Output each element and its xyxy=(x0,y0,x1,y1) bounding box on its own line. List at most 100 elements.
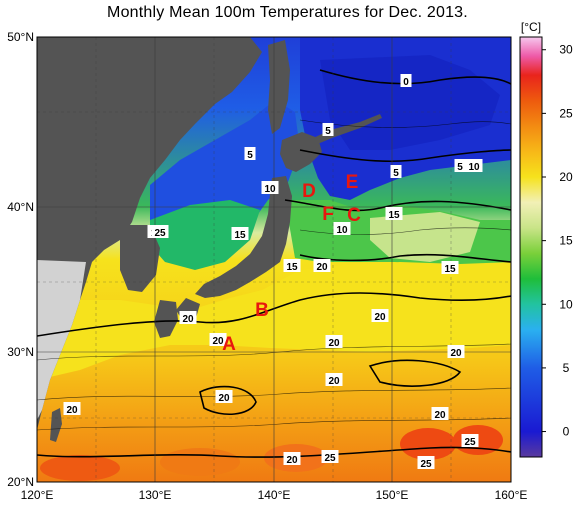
isotherm-label-box xyxy=(431,407,449,420)
isotherm-label-box xyxy=(322,123,334,136)
isotherm-label: 20 xyxy=(328,376,340,387)
isotherm-label: 10 xyxy=(264,184,276,195)
isotherm-label-box xyxy=(465,159,483,172)
kuril-islands xyxy=(305,114,382,148)
isotherm-label: 0 xyxy=(403,77,409,88)
honshu xyxy=(195,176,292,298)
isotherm-label-box xyxy=(261,181,279,194)
colorbar-tick-label: 30 xyxy=(559,43,573,57)
isotherm-label: 25 xyxy=(420,459,432,470)
lon-tick-label: 160°E xyxy=(495,488,528,502)
isotherm-label-box xyxy=(179,311,197,324)
hokkaido xyxy=(280,132,322,172)
isotherm-label: 5 xyxy=(393,168,399,179)
sea-of-japan-warm xyxy=(150,200,260,270)
hot-patch xyxy=(400,428,456,460)
isotherm-label-box xyxy=(321,450,339,463)
isotherm-label: 20 xyxy=(212,336,224,347)
colorbar-tick-label: 15 xyxy=(559,234,573,248)
korean-peninsula xyxy=(120,225,160,292)
isotherm-10 xyxy=(284,199,511,212)
isotherm-label-box xyxy=(325,335,343,348)
region-label-e: E xyxy=(346,172,359,193)
lon-tick-label: 140°E xyxy=(258,488,291,502)
isotherm-label: 20 xyxy=(316,262,328,273)
taiwan xyxy=(50,408,62,442)
isotherm-label: 10 xyxy=(468,162,480,173)
isotherm-label-box xyxy=(390,165,402,178)
colorbar-tick-label: 10 xyxy=(559,297,573,311)
yellow-sea-shelf xyxy=(37,260,86,420)
lat-tick-label: 20°N xyxy=(7,475,34,489)
isotherm-label-box xyxy=(209,333,227,346)
kyushu xyxy=(154,300,178,338)
isotherm-label-box xyxy=(333,222,351,235)
isotherm-label: 25 xyxy=(324,453,336,464)
warm-core-ring xyxy=(370,212,480,262)
isotherm-label-box xyxy=(371,309,389,322)
isotherm-label: 20 xyxy=(218,393,230,404)
lon-tick-label: 120°E xyxy=(21,488,54,502)
isotherm-label: 20 xyxy=(434,410,446,421)
asian-mainland xyxy=(37,37,262,430)
isotherm-label-box xyxy=(385,207,403,220)
sakhalin xyxy=(268,40,290,134)
isotherm-labels: 0555510101010151515152020202020202020202… xyxy=(63,74,483,470)
region-label-c: C xyxy=(347,205,361,226)
isotherm-label-box xyxy=(63,402,81,415)
isotherm-loop xyxy=(199,385,257,415)
isotherm-label: 20 xyxy=(182,314,194,325)
isotherm-label-box xyxy=(447,345,465,358)
isotherm-label: 20 xyxy=(450,348,462,359)
colorbar-tick-label: 5 xyxy=(563,361,570,375)
latitude-axis: 50°N 40°N 30°N 20°N xyxy=(7,30,34,489)
region-label-b: B xyxy=(255,300,269,321)
isotherm-label: 15 xyxy=(234,230,246,241)
isotherm-label: 15 xyxy=(286,262,298,273)
colorbar: [°C] 30 25 20 15 10 5 0 xyxy=(519,20,573,458)
colorbar-tick-label: 0 xyxy=(563,425,570,439)
region-label-d: D xyxy=(302,181,316,202)
isotherm-label-box xyxy=(244,147,256,160)
isotherm-label-box xyxy=(325,373,343,386)
isotherm-label-box xyxy=(441,261,459,274)
hot-patch xyxy=(160,448,240,476)
region-label-f: F xyxy=(322,204,334,225)
isotherm-label-box xyxy=(400,74,412,87)
colorbar-unit: [°C] xyxy=(521,20,541,34)
isotherm-label-box xyxy=(283,452,301,465)
isotherm-label: 20 xyxy=(66,405,78,416)
isotherm-0 xyxy=(319,69,511,85)
isotherm-label: 20 xyxy=(374,312,386,323)
lat-tick-label: 40°N xyxy=(7,200,34,214)
isotherm-label: 20 xyxy=(286,455,298,466)
isotherm-label: 10 xyxy=(336,225,348,236)
isotherm-label: 20 xyxy=(328,338,340,349)
chart-title: Monthly Mean 100m Temperatures for Dec. … xyxy=(107,4,468,21)
isotherm-label: 15 xyxy=(388,210,400,221)
isotherm-label-box xyxy=(215,390,233,403)
isotherm-label: 15 xyxy=(444,264,456,275)
isotherm-loop xyxy=(368,359,462,387)
isotherm-label-box xyxy=(417,456,435,469)
isotherm-5 xyxy=(299,149,511,163)
lon-tick-label: 150°E xyxy=(376,488,409,502)
isotherm-label: 25 xyxy=(464,437,476,448)
colorbar-ticks: 30 25 20 15 10 5 0 xyxy=(542,43,573,439)
lon-tick-label: 130°E xyxy=(139,488,172,502)
isotherm-label-box xyxy=(313,259,331,272)
isotherm-label-box xyxy=(454,159,466,172)
region-label-a: A xyxy=(222,334,236,355)
region-labels: AB C D EF xyxy=(222,172,361,355)
lat-tick-label: 50°N xyxy=(7,30,34,44)
isotherm-label: 5 xyxy=(457,162,463,173)
colorbar-tick-label: 20 xyxy=(559,170,573,184)
isotherm-label-box xyxy=(461,434,479,447)
isotherm-label-box xyxy=(283,259,301,272)
graticule xyxy=(37,37,511,482)
colorbar-tick-label: 25 xyxy=(559,106,573,120)
isotherm-label: 5 xyxy=(247,150,253,161)
lat-tick-label: 30°N xyxy=(7,345,34,359)
map-layers xyxy=(37,37,511,482)
